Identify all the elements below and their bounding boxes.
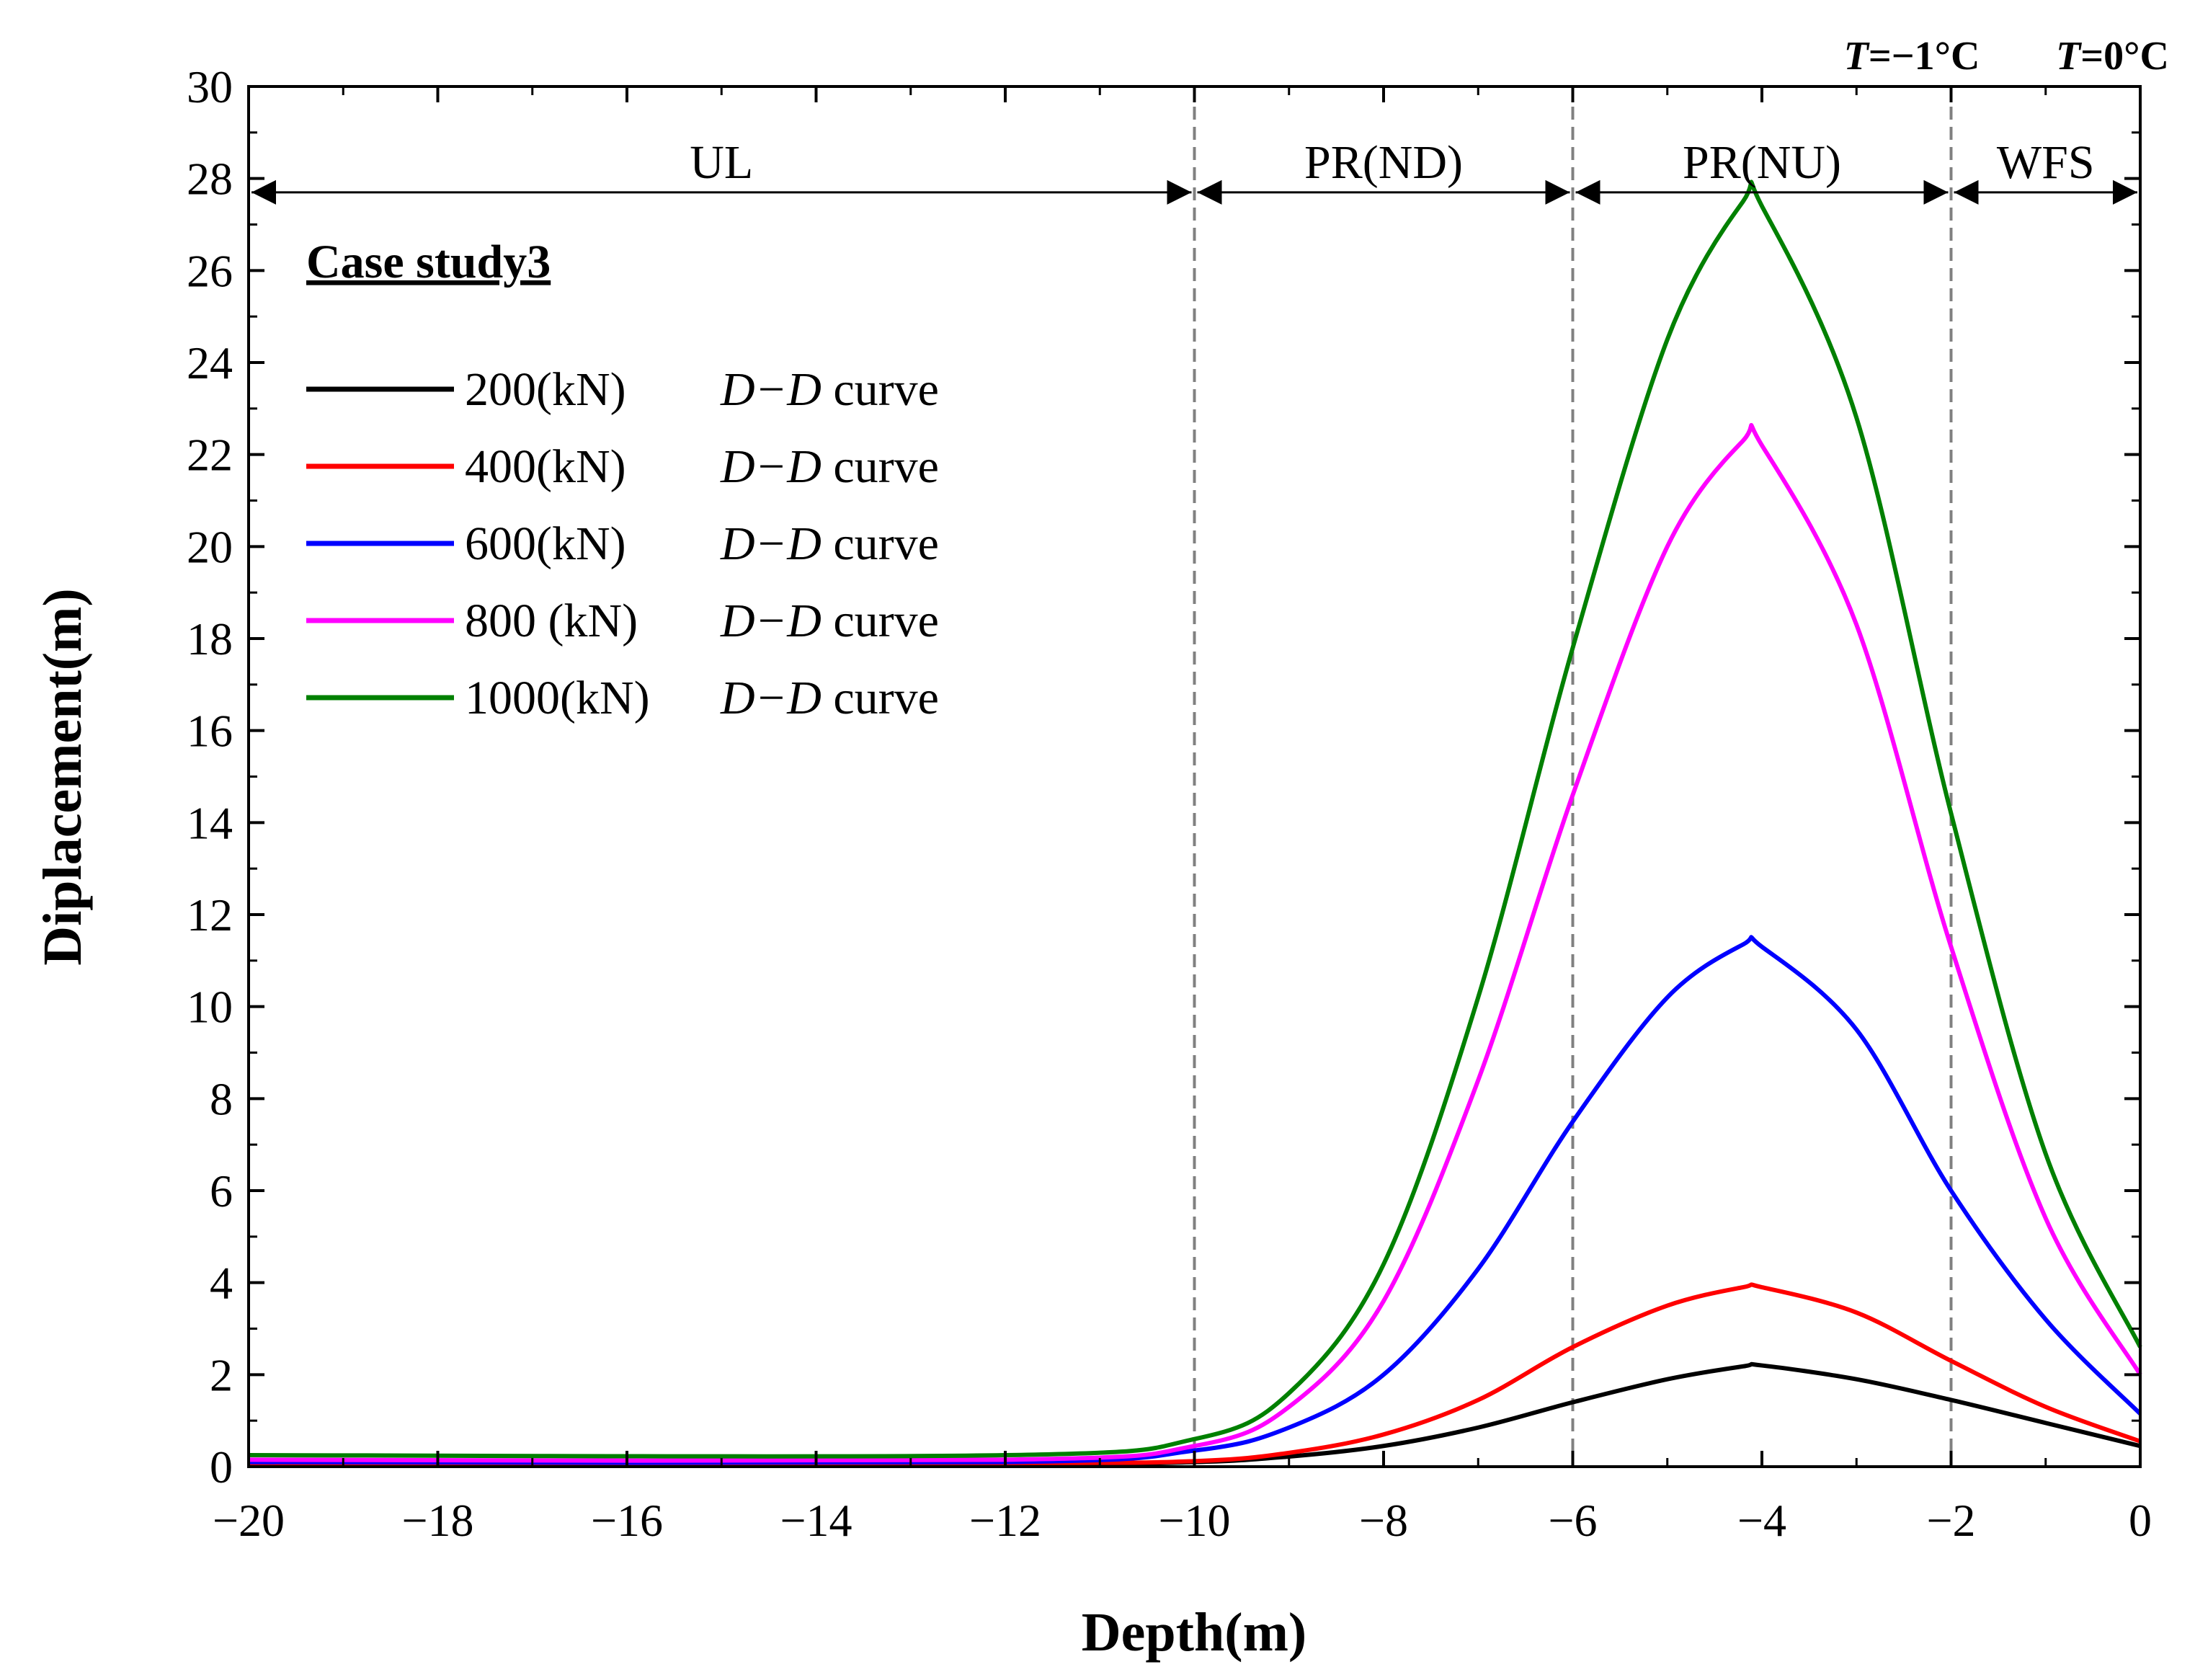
legend-label: 800 (kN) D−D curve xyxy=(465,595,939,647)
legend-title: Case study3 xyxy=(306,236,551,288)
legend-label: 600(kN) D−D curve xyxy=(465,517,939,570)
y-tick-label: 12 xyxy=(187,889,233,941)
x-tick-label: 0 xyxy=(2129,1495,2152,1546)
y-tick-label: 8 xyxy=(210,1073,233,1124)
y-tick-label: 28 xyxy=(187,154,233,205)
y-tick-label: 22 xyxy=(187,430,233,481)
legend-label: 1000(kN) D−D curve xyxy=(465,672,939,724)
y-tick-label: 26 xyxy=(187,245,233,296)
x-tick-label: −4 xyxy=(1737,1495,1786,1546)
axis-ticks: −20 −18 −16 −14 −12 −10 −8 −6 −4 −2 00246810121416… xyxy=(187,61,2152,1546)
region-label: PR(ND) xyxy=(1304,136,1463,189)
x-tick-label: −8 xyxy=(1359,1495,1408,1546)
x-tick-label: −10 xyxy=(1158,1495,1230,1546)
series-line-5 xyxy=(248,179,2142,1459)
y-tick-label: 14 xyxy=(187,797,233,848)
x-tick-label: −18 xyxy=(401,1495,473,1546)
x-tick-label: −14 xyxy=(780,1495,852,1546)
region-label: PR(NU) xyxy=(1683,136,1841,189)
temperature-label: T=−1°C xyxy=(1844,34,1980,79)
legend: Case study3 200(kN) D−D curve 400(kN) D−D cu… xyxy=(306,236,939,724)
y-tick-label: 0 xyxy=(210,1441,233,1493)
region-label: UL xyxy=(690,136,753,189)
region-boundaries xyxy=(1193,86,1953,1467)
y-tick-label: 16 xyxy=(187,706,233,757)
y-tick-label: 4 xyxy=(210,1258,233,1309)
series-line-4 xyxy=(248,422,2142,1463)
x-tick-label: −20 xyxy=(213,1495,285,1546)
x-tick-label: −12 xyxy=(969,1495,1041,1546)
region-annotations: UL PR(ND) PR(NU) WFS T=−1°C T=0°C xyxy=(251,34,2169,205)
y-tick-label: 30 xyxy=(187,61,233,112)
x-tick-label: −6 xyxy=(1548,1495,1597,1546)
y-tick-label: 2 xyxy=(210,1349,233,1400)
x-axis-title: Depth(m) xyxy=(1082,1602,1306,1663)
series-line-3 xyxy=(248,935,2142,1465)
x-tick-label: −16 xyxy=(591,1495,663,1546)
y-tick-label: 10 xyxy=(187,982,233,1033)
y-tick-label: 24 xyxy=(187,337,233,388)
x-tick-label: −2 xyxy=(1926,1495,1975,1546)
y-tick-label: 6 xyxy=(210,1165,233,1217)
y-tick-label: 20 xyxy=(187,521,233,572)
y-axis-title: Diplacement(m) xyxy=(32,588,93,965)
legend-label: 200(kN) D−D curve xyxy=(465,363,939,416)
legend-label: 400(kN) D−D curve xyxy=(465,440,939,493)
region-label: WFS xyxy=(1997,136,2095,189)
y-tick-label: 18 xyxy=(187,613,233,665)
temperature-label: T=0°C xyxy=(2056,34,2169,79)
